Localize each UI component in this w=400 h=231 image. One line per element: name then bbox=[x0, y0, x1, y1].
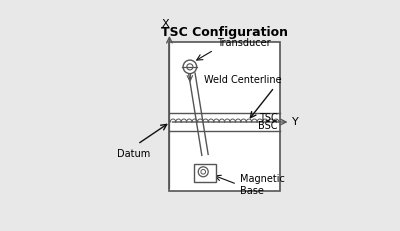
Bar bbox=[194, 164, 216, 182]
Text: TSC Configuration: TSC Configuration bbox=[161, 26, 288, 39]
Text: TSC: TSC bbox=[259, 112, 278, 122]
Text: BSC: BSC bbox=[258, 122, 278, 131]
Text: Datum: Datum bbox=[117, 149, 150, 159]
Bar bbox=[170, 42, 280, 191]
Text: Magnetic
Base: Magnetic Base bbox=[240, 174, 284, 196]
Text: Y: Y bbox=[292, 117, 299, 127]
Text: Transducer: Transducer bbox=[218, 38, 271, 48]
Text: X: X bbox=[162, 19, 170, 30]
Text: Weld Centerline: Weld Centerline bbox=[204, 75, 282, 85]
